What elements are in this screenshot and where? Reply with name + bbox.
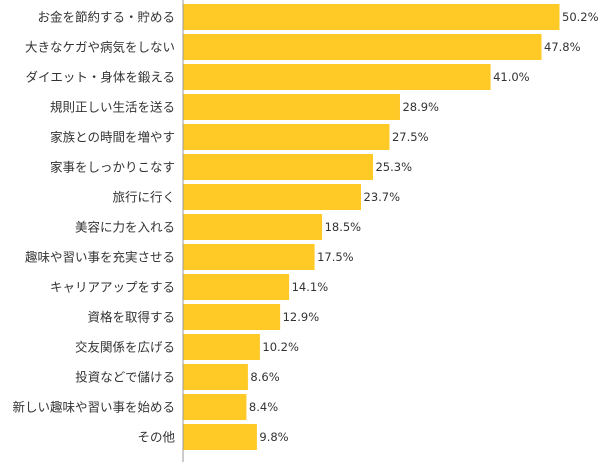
category-label: 資格を取得する bbox=[87, 310, 175, 325]
value-label: 47.8% bbox=[544, 40, 581, 54]
value-label: 9.8% bbox=[259, 430, 288, 444]
category-label: お金を節約する・貯める bbox=[37, 10, 175, 25]
value-label: 8.6% bbox=[250, 370, 279, 384]
category-label: 新しい趣味や習い事を始める bbox=[12, 400, 175, 415]
bar bbox=[183, 334, 260, 360]
value-label: 41.0% bbox=[493, 70, 530, 84]
bar bbox=[183, 94, 400, 120]
bar bbox=[183, 364, 248, 390]
bar bbox=[183, 34, 542, 60]
value-label: 12.9% bbox=[283, 310, 320, 324]
value-label: 25.3% bbox=[375, 160, 412, 174]
category-label: 規則正しい生活を送る bbox=[50, 100, 175, 115]
bar bbox=[183, 214, 323, 240]
bars-group bbox=[183, 4, 560, 450]
bar bbox=[183, 4, 560, 30]
bar bbox=[183, 64, 491, 90]
category-label: 大きなケガや病気をしない bbox=[25, 40, 175, 55]
value-label: 10.2% bbox=[262, 340, 299, 354]
category-labels-group: お金を節約する・貯める大きなケガや病気をしないダイエット・身体を鍛える規則正しい… bbox=[12, 10, 175, 445]
value-label: 14.1% bbox=[292, 280, 329, 294]
bar bbox=[183, 304, 281, 330]
bar bbox=[183, 154, 373, 180]
value-label: 8.4% bbox=[249, 400, 278, 414]
category-label: 美容に力を入れる bbox=[75, 220, 175, 235]
value-label: 23.7% bbox=[364, 190, 401, 204]
category-label: 投資などで儲ける bbox=[75, 370, 175, 385]
bar bbox=[183, 184, 362, 210]
value-label: 28.9% bbox=[402, 100, 439, 114]
category-label: ダイエット・身体を鍛える bbox=[25, 70, 175, 85]
bar bbox=[183, 244, 315, 270]
category-label: 趣味や習い事を充実させる bbox=[25, 250, 175, 265]
category-label: 家事をしっかりこなす bbox=[50, 160, 175, 175]
bar bbox=[183, 274, 290, 300]
category-label: キャリアアップをする bbox=[50, 280, 175, 295]
category-label: 旅行に行く bbox=[112, 190, 175, 205]
bar bbox=[183, 424, 257, 450]
value-label: 27.5% bbox=[392, 130, 429, 144]
value-label: 50.2% bbox=[562, 10, 599, 24]
value-label: 17.5% bbox=[317, 250, 354, 264]
value-label: 18.5% bbox=[325, 220, 362, 234]
bar bbox=[183, 394, 247, 420]
value-labels-group: 50.2% 47.8% 41.0% 28.9% 27.5% 25.3% 23.7% 18.5%… bbox=[249, 10, 599, 444]
category-label: その他 bbox=[137, 430, 175, 445]
bar bbox=[183, 124, 390, 150]
category-label: 交友関係を広げる bbox=[75, 340, 175, 355]
category-label: 家族との時間を増やす bbox=[50, 130, 175, 145]
